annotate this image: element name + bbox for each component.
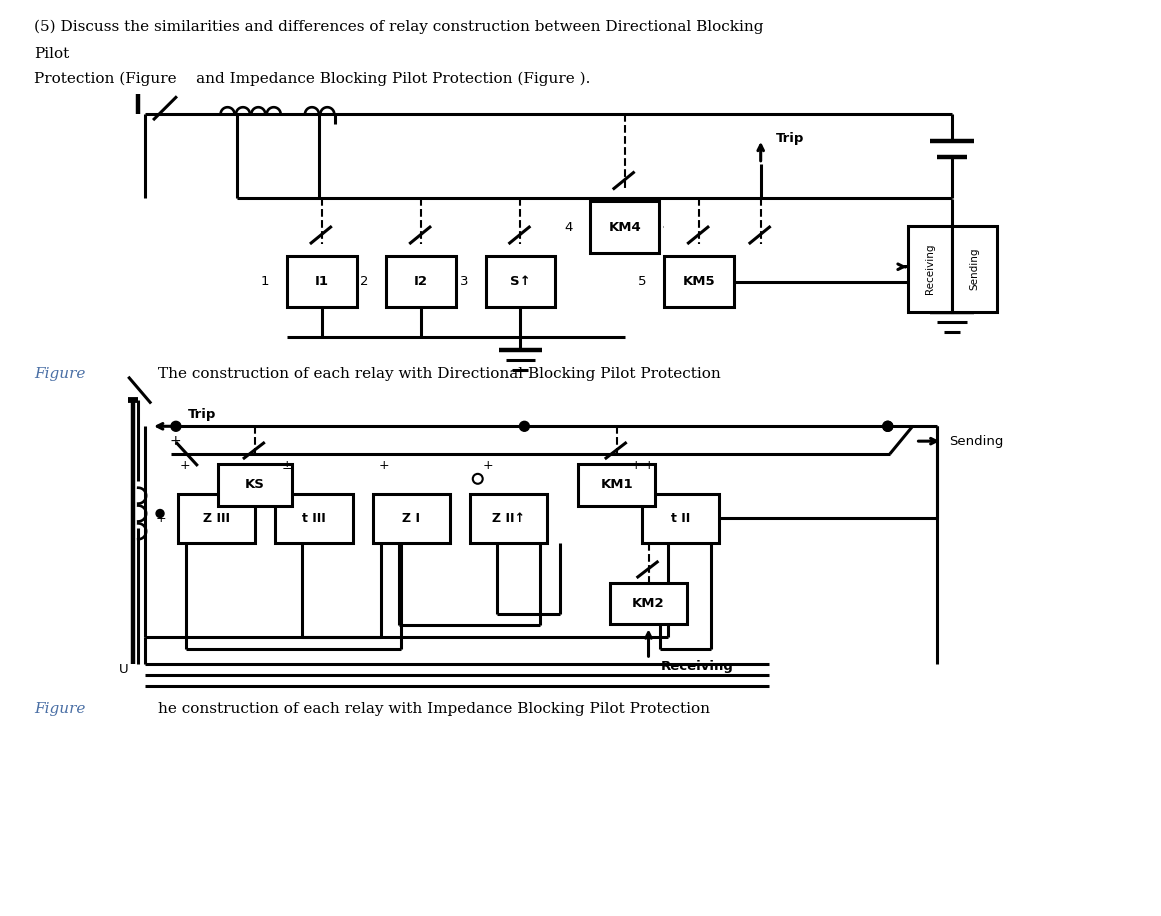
Circle shape bbox=[882, 421, 893, 431]
Text: 5: 5 bbox=[639, 275, 647, 289]
Bar bbox=[952, 226, 997, 312]
Text: +: + bbox=[643, 460, 654, 473]
Text: +: + bbox=[180, 460, 190, 473]
Bar bbox=[387, 256, 456, 308]
Text: S↑: S↑ bbox=[510, 275, 531, 289]
Text: I1: I1 bbox=[315, 275, 329, 289]
Text: U: U bbox=[118, 663, 128, 676]
Text: 1: 1 bbox=[261, 275, 269, 289]
Text: +: + bbox=[482, 460, 493, 473]
Text: +: + bbox=[156, 512, 167, 525]
Circle shape bbox=[156, 509, 164, 518]
Bar bbox=[590, 202, 659, 253]
Text: Receiving: Receiving bbox=[661, 660, 734, 672]
Text: t II: t II bbox=[671, 512, 690, 525]
Text: (5) Discuss the similarities and differences of relay construction between Direc: (5) Discuss the similarities and differe… bbox=[34, 20, 764, 35]
Circle shape bbox=[519, 421, 529, 431]
Text: I2: I2 bbox=[414, 275, 428, 289]
Bar bbox=[485, 256, 555, 308]
Bar bbox=[470, 494, 547, 543]
Text: Sending: Sending bbox=[969, 248, 980, 290]
Text: t III: t III bbox=[302, 512, 326, 525]
Bar bbox=[664, 256, 734, 308]
Text: Z III: Z III bbox=[203, 512, 230, 525]
Text: KM2: KM2 bbox=[633, 597, 665, 610]
Text: Z I: Z I bbox=[402, 512, 420, 525]
Bar bbox=[178, 494, 255, 543]
Bar bbox=[275, 494, 353, 543]
Text: +: + bbox=[630, 460, 641, 473]
Text: The construction of each relay with Directional Blocking Pilot Protection: The construction of each relay with Dire… bbox=[158, 366, 721, 381]
Bar bbox=[578, 463, 656, 506]
Bar bbox=[642, 494, 719, 543]
Text: 2: 2 bbox=[360, 275, 369, 289]
Text: 3: 3 bbox=[460, 275, 468, 289]
Text: Figure: Figure bbox=[34, 366, 85, 381]
Text: Z II↑: Z II↑ bbox=[492, 512, 525, 525]
Text: KM4: KM4 bbox=[608, 221, 641, 234]
Circle shape bbox=[171, 421, 181, 431]
Text: ±: ± bbox=[282, 460, 293, 473]
Circle shape bbox=[882, 421, 893, 431]
Text: Protection (Figure    and Impedance Blocking Pilot Protection (Figure ).: Protection (Figure and Impedance Blockin… bbox=[34, 71, 590, 86]
Text: Sending: Sending bbox=[950, 435, 1004, 448]
Bar bbox=[373, 494, 450, 543]
Text: he construction of each relay with Impedance Blocking Pilot Protection: he construction of each relay with Imped… bbox=[158, 702, 711, 715]
Text: KM1: KM1 bbox=[600, 478, 633, 491]
Text: KM5: KM5 bbox=[683, 275, 715, 289]
Text: +: + bbox=[380, 460, 390, 473]
Text: +: + bbox=[170, 434, 181, 448]
Text: Figure: Figure bbox=[34, 702, 85, 715]
Bar bbox=[908, 226, 952, 312]
Text: Trip: Trip bbox=[188, 408, 216, 420]
Bar bbox=[217, 463, 293, 506]
Bar bbox=[610, 583, 687, 625]
Text: Pilot: Pilot bbox=[34, 47, 70, 60]
Text: KS: KS bbox=[245, 478, 265, 491]
Text: 4: 4 bbox=[564, 221, 572, 234]
Text: Receiving: Receiving bbox=[925, 244, 935, 294]
Text: Trip: Trip bbox=[776, 133, 803, 146]
Bar bbox=[287, 256, 356, 308]
